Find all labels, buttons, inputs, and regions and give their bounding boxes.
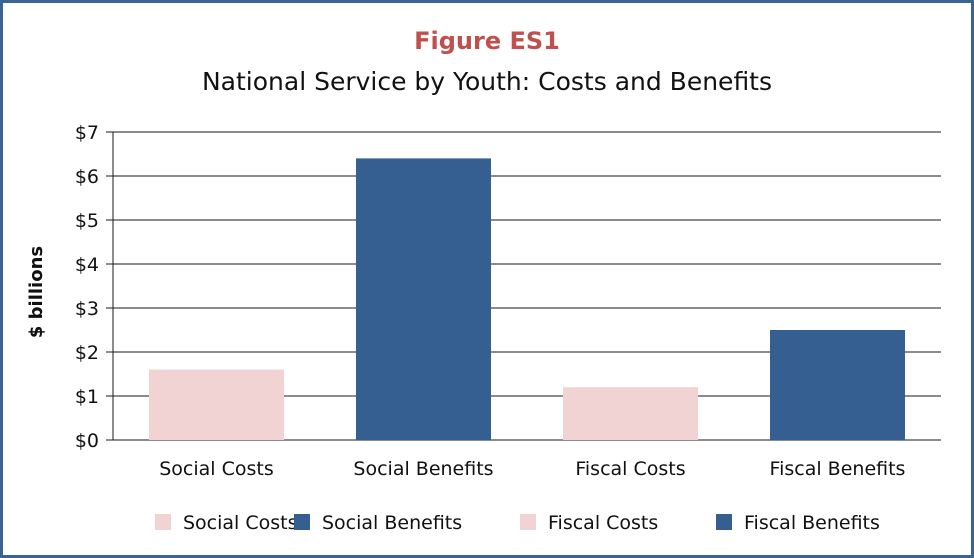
legend: Social Costs Social Benefits Fiscal Costs F… (155, 512, 880, 534)
bar-social-benefits (356, 158, 491, 440)
y-tick-label: $7 (75, 122, 99, 144)
y-tick-labels: $0 $1 $2 $3 $4 $5 $6 $7 (75, 122, 99, 452)
chart-title: National Service by Youth: Costs and Ben… (201, 67, 773, 96)
y-tick-label: $5 (75, 210, 99, 232)
bar-fiscal-costs (563, 387, 698, 440)
bars (149, 158, 905, 440)
legend-label: Fiscal Costs (548, 512, 658, 534)
category-label: Fiscal Benefits (770, 458, 906, 480)
bar-social-costs (149, 369, 284, 440)
category-label: Social Costs (159, 458, 274, 480)
category-labels: Social Costs Social Benefits Fiscal Costs F… (159, 458, 905, 480)
legend-label: Social Costs (183, 512, 298, 534)
category-label: Social Benefits (353, 458, 493, 480)
y-tick-label: $6 (75, 166, 99, 188)
legend-swatch (520, 514, 536, 530)
y-tick-label: $2 (75, 342, 99, 364)
legend-swatch (716, 514, 732, 530)
legend-swatch (155, 514, 171, 530)
legend-swatch (294, 514, 310, 530)
y-tick-label: $4 (75, 254, 99, 276)
figure-label: Figure ES1 (414, 27, 560, 55)
y-tick-label: $0 (75, 430, 99, 452)
y-axis-label: $ billions (26, 246, 47, 338)
legend-label: Social Benefits (322, 512, 462, 534)
bar-fiscal-benefits (770, 330, 905, 440)
category-label: Fiscal Costs (575, 458, 685, 480)
y-tick-label: $3 (75, 298, 99, 320)
legend-label: Fiscal Benefits (744, 512, 880, 534)
y-tick-label: $1 (75, 386, 99, 408)
